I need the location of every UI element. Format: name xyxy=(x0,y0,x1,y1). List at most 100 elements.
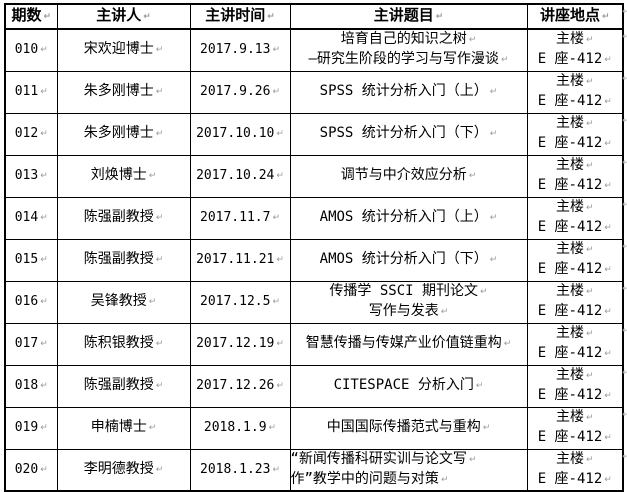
cell-issue-number: 020 ↵ xyxy=(4,448,58,492)
paragraph-mark-icon: ↵ xyxy=(40,297,48,307)
paragraph-mark-icon: ↵ xyxy=(604,349,612,359)
row-end-mark-icon: ↵ xyxy=(622,158,627,168)
cell-lecture-topic: 传播学 SSCI 期刊论文 ↵ 写作与发表 ↵ xyxy=(289,280,528,324)
paragraph-mark-icon: ↵ xyxy=(468,171,477,181)
cell-location: 主楼 ↵ E 座-412 ↵ xyxy=(526,322,624,366)
location-line: E 座-412 ↵ xyxy=(528,260,622,280)
paragraph-mark-icon: ↵ xyxy=(155,381,164,391)
paragraph-mark-icon: ↵ xyxy=(40,45,48,56)
cell-lecture-time: 2017.12.26 ↵ xyxy=(189,364,291,408)
cell-issue-number: 018 ↵ xyxy=(4,364,58,408)
paragraph-mark-icon: ↵ xyxy=(585,329,594,339)
row-end-mark-icon: ↵ xyxy=(622,284,627,294)
cell-lecture-time: 2017.11.7 ↵ xyxy=(189,196,291,240)
location-line: E 座-412 ↵ xyxy=(528,302,622,322)
paragraph-mark-icon: ↵ xyxy=(148,171,157,181)
cell-issue-number: 011 ↵ xyxy=(4,70,58,114)
location-line: 主楼 ↵ xyxy=(528,198,622,218)
cell-lecture-time: 2017.10.10 ↵ xyxy=(189,112,291,156)
row-end-mark-icon: ↵ xyxy=(622,242,627,252)
cell-location: 主楼 ↵ E 座-412 ↵ xyxy=(526,280,624,324)
topic-text: 作”教学中的问题与对策 xyxy=(290,470,439,487)
lecture-date: 2018.1.9 xyxy=(203,420,267,435)
location-line: 主楼 ↵ xyxy=(528,366,622,386)
table-body: 010 ↵ 宋欢迎博士 ↵ 2017.9.13 ↵ 培育自己的知识之树 ↵ —研究生阶段的学习与… xyxy=(4,28,624,492)
topic-line: SPSS 统计分析入门（下） ↵ xyxy=(291,124,526,144)
speaker-name: 刘焕博士 xyxy=(90,167,147,183)
cell-lecture-topic: SPSS 统计分析入门（下） ↵ xyxy=(289,112,528,156)
location-line: E 座-412 ↵ xyxy=(528,386,622,406)
speaker-name: 陈强副教授 xyxy=(83,377,154,393)
paragraph-mark-icon: ↵ xyxy=(489,213,498,223)
speaker-name: 吴锋教授 xyxy=(90,293,147,309)
paragraph-mark-icon: ↵ xyxy=(267,12,275,22)
paragraph-mark-icon: ↵ xyxy=(585,161,594,171)
topic-line: “新闻传播科研实训与论文写 ↵ xyxy=(291,450,526,470)
cell-lecture-time: 2017.12.19 ↵ xyxy=(189,322,291,366)
paragraph-mark-icon: ↵ xyxy=(489,129,498,139)
paragraph-mark-icon: ↵ xyxy=(604,433,612,443)
topic-line: SPSS 统计分析入门（上） ↵ xyxy=(291,82,526,102)
cell-issue-number: 019 ↵ xyxy=(4,406,58,450)
cell-location: 主楼 ↵ E 座-412 ↵ xyxy=(526,196,624,240)
paragraph-mark-icon: ↵ xyxy=(585,413,594,423)
location-text: E 座-412 xyxy=(537,261,603,277)
location-text: E 座-412 xyxy=(537,93,603,109)
paragraph-mark-icon: ↵ xyxy=(604,265,612,275)
lecture-date: 2017.9.26 xyxy=(200,84,271,99)
cell-lecture-topic: 培育自己的知识之树 ↵ —研究生阶段的学习与写作漫谈 ↵ xyxy=(289,28,528,72)
paragraph-mark-icon: ↵ xyxy=(155,213,164,223)
location-line: E 座-412 ↵ xyxy=(528,134,622,154)
cell-lecture-topic: 智慧传播与传媒产业价值链重构 ↵ xyxy=(289,322,528,366)
location-text: 主楼 xyxy=(555,73,584,89)
topic-text: CITESPACE 分析入门 xyxy=(333,377,474,393)
paragraph-mark-icon: ↵ xyxy=(272,87,280,97)
topic-line: 培育自己的知识之树 ↵ xyxy=(291,30,526,50)
location-line: 主楼 ↵ xyxy=(528,114,622,134)
paragraph-mark-icon: ↵ xyxy=(143,12,151,22)
issue-number: 011 xyxy=(14,84,39,99)
paragraph-mark-icon: ↵ xyxy=(272,297,280,307)
issue-number: 013 xyxy=(14,168,39,183)
cell-lecture-topic: 调节与中介效应分析 ↵ xyxy=(289,154,528,198)
cell-speaker: 刘焕博士 ↵ xyxy=(56,154,191,198)
column-header: 主讲时间 ↵ xyxy=(189,3,291,30)
paragraph-mark-icon: ↵ xyxy=(604,139,612,149)
table-row: 012 ↵ 朱多刚博士 ↵ 2017.10.10 ↵ SPSS 统计分析入门（下） ↵ 主楼 ↵ E… xyxy=(4,112,624,156)
location-line: E 座-412 ↵ xyxy=(528,50,622,70)
cell-speaker: 朱多刚博士 ↵ xyxy=(56,112,191,156)
location-text: 主楼 xyxy=(555,199,584,215)
table-row: 013 ↵ 刘焕博士 ↵ 2017.10.24 ↵ 调节与中介效应分析 ↵ 主楼 ↵ E 座-412… xyxy=(4,154,624,198)
speaker-name: 李明德教授 xyxy=(83,460,154,477)
speaker-name: 朱多刚博士 xyxy=(83,125,154,141)
paragraph-mark-icon: ↵ xyxy=(604,307,612,317)
row-end-mark-icon: ↵ xyxy=(622,74,627,84)
topic-line: AMOS 统计分析入门（上） ↵ xyxy=(291,208,526,228)
location-text: E 座-412 xyxy=(537,51,603,68)
paragraph-mark-icon: ↵ xyxy=(585,454,594,465)
paragraph-mark-icon: ↵ xyxy=(43,12,52,22)
cell-lecture-time: 2017.9.13 ↵ xyxy=(189,28,291,72)
paragraph-mark-icon: ↵ xyxy=(40,87,48,97)
issue-number: 017 xyxy=(14,336,39,351)
cell-lecture-topic: AMOS 统计分析入门（上） ↵ xyxy=(289,196,528,240)
topic-text: 中国国际传播范式与重构 xyxy=(326,419,481,435)
topic-line: 传播学 SSCI 期刊论文 ↵ xyxy=(291,282,526,302)
lecture-date: 2017.12.26 xyxy=(196,378,275,393)
topic-text: AMOS 统计分析入门（上） xyxy=(319,209,488,225)
paragraph-mark-icon: ↵ xyxy=(148,297,157,307)
paragraph-mark-icon: ↵ xyxy=(155,45,164,56)
cell-lecture-time: 2018.1.9 ↵ xyxy=(189,406,291,450)
issue-number: 019 xyxy=(14,420,39,435)
location-text: E 座-412 xyxy=(537,177,603,193)
column-header-label: 主讲时间 xyxy=(205,6,266,24)
topic-text: 写作与发表 xyxy=(368,303,439,319)
lecture-date: 2017.10.10 xyxy=(196,126,275,141)
paragraph-mark-icon: ↵ xyxy=(604,97,612,107)
cell-lecture-time: 2017.10.24 ↵ xyxy=(189,154,291,198)
column-header-label: 期数 xyxy=(11,6,42,24)
paragraph-mark-icon: ↵ xyxy=(489,87,498,97)
lecture-date: 2017.12.19 xyxy=(196,336,275,351)
location-line: 主楼 ↵ xyxy=(528,240,622,260)
